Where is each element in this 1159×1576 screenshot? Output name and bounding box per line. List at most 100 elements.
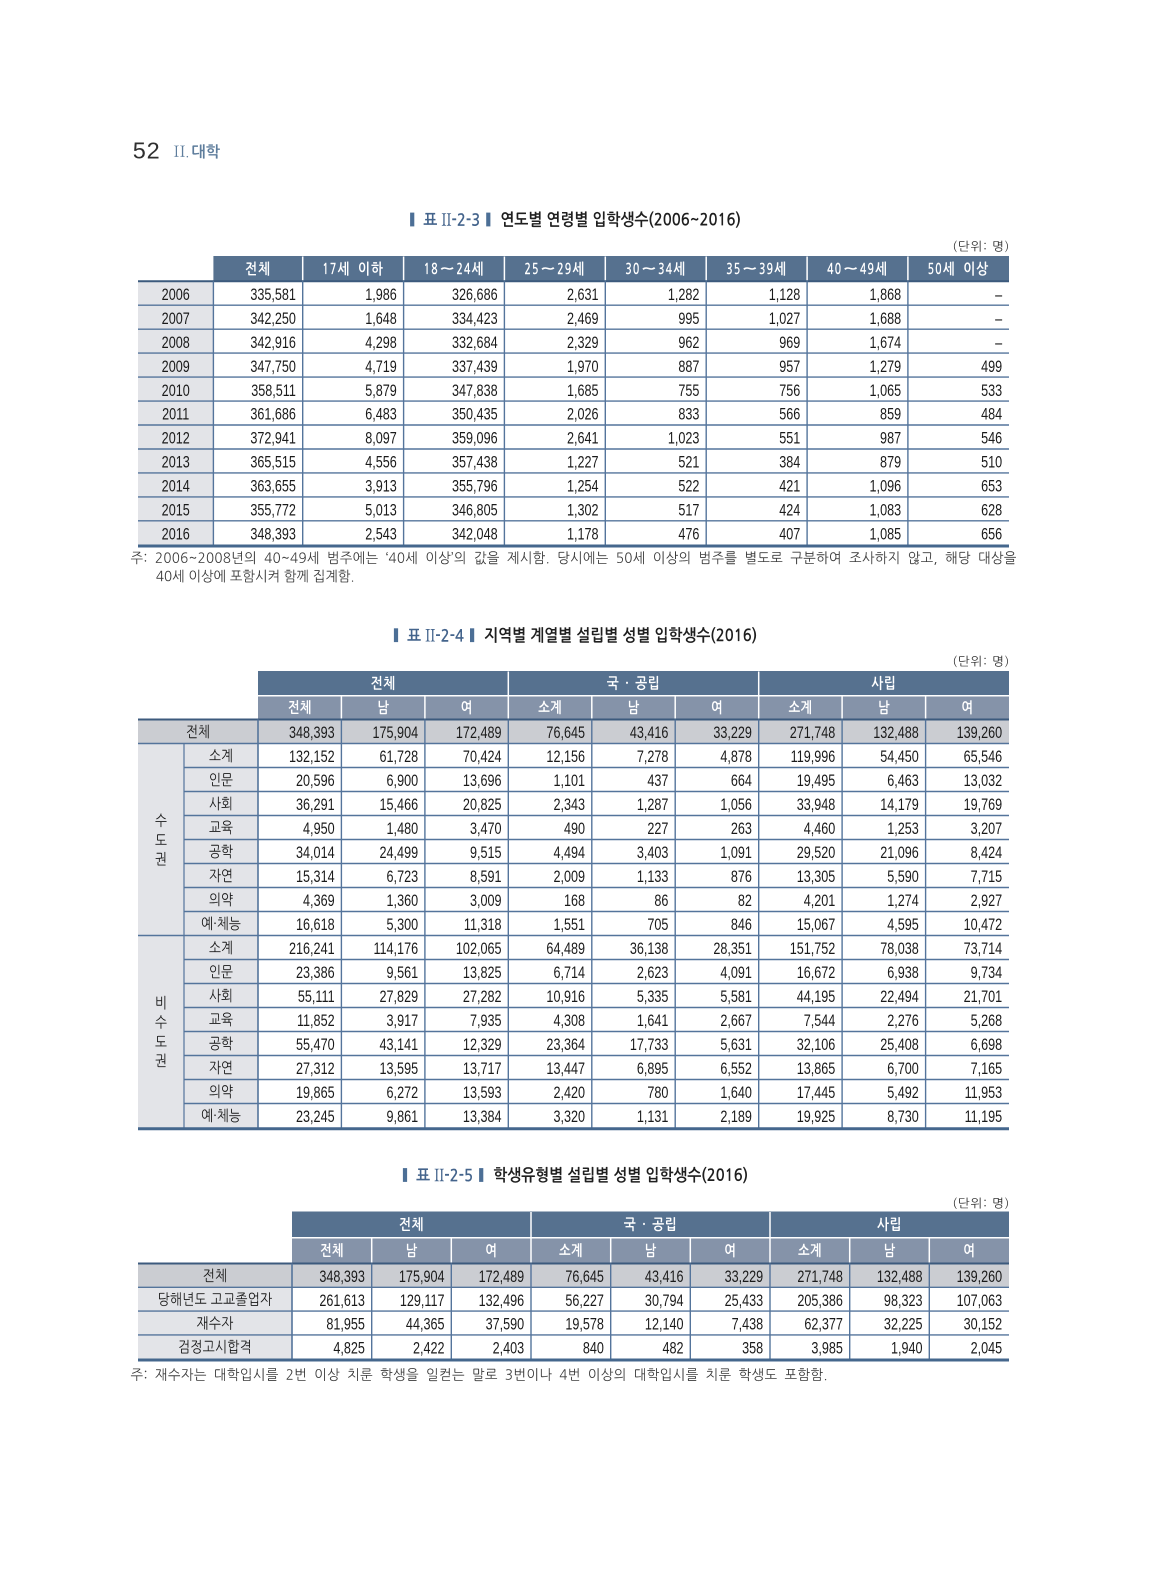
svg-text:1,023: 1,023 [668,430,700,448]
svg-text:522: 522 [678,478,699,496]
svg-text:13,595: 13,595 [380,1061,419,1079]
svg-text:9,734: 9,734 [971,965,1003,983]
svg-text:2,276: 2,276 [887,1013,919,1031]
svg-text:23,245: 23,245 [296,1109,335,1127]
svg-text:2,631: 2,631 [567,287,599,305]
svg-text:216,241: 216,241 [289,941,335,959]
svg-text:4,595: 4,595 [887,917,919,935]
svg-text:28,351: 28,351 [713,941,752,959]
svg-text:12,329: 12,329 [463,1037,502,1055]
svg-text:1,282: 1,282 [668,287,700,305]
svg-text:19,865: 19,865 [296,1085,335,1103]
svg-text:132,488: 132,488 [873,725,919,743]
svg-text:5,300: 5,300 [387,917,419,935]
svg-text:13,032: 13,032 [964,773,1003,791]
svg-text:11,318: 11,318 [464,917,502,935]
svg-text:846: 846 [731,917,752,935]
svg-text:2,543: 2,543 [365,526,397,544]
svg-text:6,723: 6,723 [387,869,419,887]
svg-text:517: 517 [678,502,699,520]
svg-text:139,260: 139,260 [957,725,1003,743]
svg-text:20,596: 20,596 [296,773,335,791]
svg-text:70,424: 70,424 [463,749,502,767]
svg-text:21,096: 21,096 [880,845,919,863]
svg-text:4,878: 4,878 [720,749,752,767]
svg-text:132,152: 132,152 [289,749,335,767]
svg-text:43,416: 43,416 [630,725,669,743]
svg-text:9,515: 9,515 [470,845,502,863]
svg-text:6,272: 6,272 [387,1085,419,1103]
svg-text:1,302: 1,302 [567,502,599,520]
svg-text:17,733: 17,733 [630,1037,669,1055]
svg-text:19,578: 19,578 [565,1316,604,1334]
svg-text:7,544: 7,544 [804,1013,836,1031]
svg-text:2,189: 2,189 [720,1109,752,1127]
svg-text:98,323: 98,323 [884,1292,923,1310]
svg-text:1,254: 1,254 [567,478,599,496]
svg-text:23,386: 23,386 [296,965,335,983]
svg-text:6,714: 6,714 [553,965,585,983]
svg-text:15,067: 15,067 [797,917,836,935]
svg-text:129,117: 129,117 [400,1292,445,1310]
svg-text:1,279: 1,279 [870,358,902,376]
svg-text:6,552: 6,552 [720,1061,752,1079]
svg-text:1,253: 1,253 [887,821,919,839]
svg-text:546: 546 [981,430,1002,448]
svg-text:1,648: 1,648 [365,310,397,328]
svg-text:5,590: 5,590 [887,869,919,887]
svg-text:78,038: 78,038 [880,941,919,959]
svg-text:13,447: 13,447 [546,1061,585,1079]
svg-text:3,985: 3,985 [811,1340,843,1358]
svg-text:421: 421 [779,478,800,496]
svg-text:11,953: 11,953 [965,1085,1003,1103]
svg-text:887: 887 [678,358,699,376]
svg-text:533: 533 [981,382,1002,400]
svg-text:705: 705 [647,917,668,935]
svg-text:132,488: 132,488 [877,1269,923,1287]
svg-text:407: 407 [779,526,800,544]
svg-text:2,045: 2,045 [971,1340,1003,1358]
svg-text:2,641: 2,641 [567,430,599,448]
svg-text:4,950: 4,950 [303,821,335,839]
svg-text:86: 86 [654,893,668,911]
svg-text:175,904: 175,904 [373,725,419,743]
svg-text:2014: 2014 [162,478,190,496]
svg-text:8,591: 8,591 [470,869,502,887]
svg-text:347,750: 347,750 [250,358,296,376]
svg-text:969: 969 [779,334,800,352]
svg-text:2009: 2009 [162,358,190,376]
svg-text:482: 482 [662,1340,683,1358]
svg-text:664: 664 [731,773,752,791]
svg-text:490: 490 [564,821,585,839]
svg-text:357,438: 357,438 [452,454,498,472]
svg-text:2,422: 2,422 [413,1340,445,1358]
svg-text:342,250: 342,250 [250,310,296,328]
svg-text:5,268: 5,268 [971,1013,1003,1031]
svg-text:55,470: 55,470 [296,1037,335,1055]
svg-text:1,986: 1,986 [365,287,397,305]
svg-text:7,278: 7,278 [637,749,669,767]
svg-text:263: 263 [731,821,752,839]
svg-text:2,469: 2,469 [567,310,599,328]
svg-text:44,195: 44,195 [797,989,836,1007]
svg-text:132,496: 132,496 [479,1292,525,1310]
svg-text:348,393: 348,393 [250,526,296,544]
svg-text:2,026: 2,026 [567,406,599,424]
svg-text:2013: 2013 [162,454,190,472]
svg-text:32,106: 32,106 [797,1037,836,1055]
svg-text:335,581: 335,581 [250,287,296,305]
svg-text:13,696: 13,696 [463,773,502,791]
svg-text:3,917: 3,917 [387,1013,419,1031]
svg-text:19,925: 19,925 [797,1109,836,1127]
svg-text:326,686: 326,686 [452,287,498,305]
svg-text:15,314: 15,314 [296,869,335,887]
svg-text:957: 957 [779,358,800,376]
svg-text:2,403: 2,403 [493,1340,525,1358]
svg-text:2007: 2007 [162,310,190,328]
svg-text:11,195: 11,195 [965,1109,1003,1127]
svg-text:15,466: 15,466 [380,797,419,815]
svg-text:44,365: 44,365 [406,1316,445,1334]
svg-text:3,207: 3,207 [971,821,1003,839]
svg-text:8,097: 8,097 [365,430,397,448]
svg-text:437: 437 [647,773,668,791]
